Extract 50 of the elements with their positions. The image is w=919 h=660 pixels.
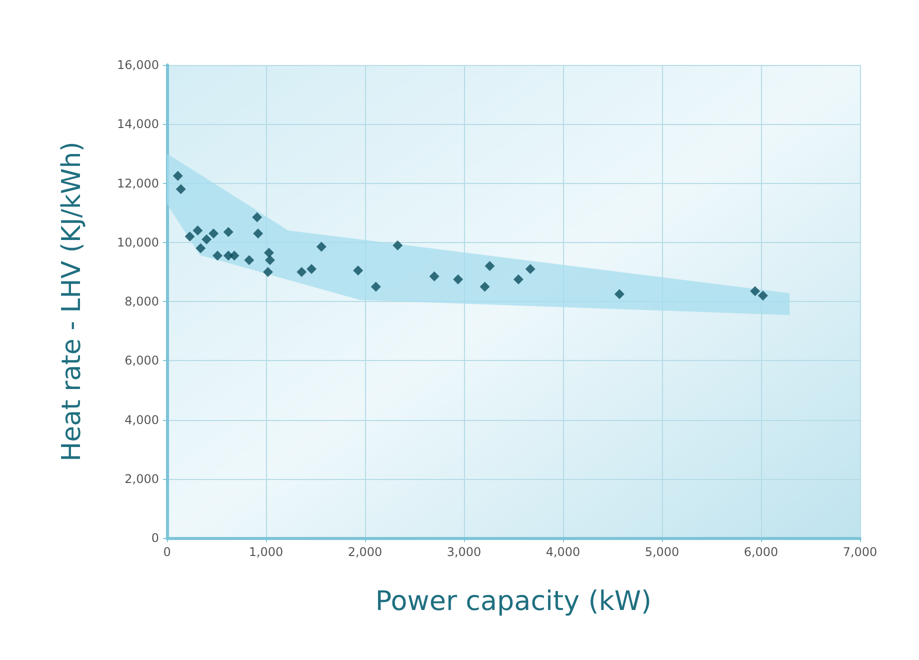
point <box>229 250 240 261</box>
point <box>306 264 317 274</box>
point <box>758 290 768 301</box>
point <box>223 227 234 238</box>
y-tick-label: 10,000 <box>117 235 159 250</box>
point <box>262 266 273 277</box>
point <box>453 274 464 284</box>
point <box>264 248 274 258</box>
point <box>513 274 524 284</box>
point <box>172 170 183 181</box>
point <box>480 282 490 292</box>
point <box>212 250 222 261</box>
point <box>264 255 275 266</box>
x-tick-label: 7,000 <box>842 545 878 559</box>
y-tick-label: 2,000 <box>124 472 159 486</box>
y-tick-label: 8,000 <box>124 294 159 308</box>
point <box>750 286 760 296</box>
point <box>296 266 307 277</box>
x-tick-label: 3,000 <box>446 545 482 559</box>
point <box>316 242 326 252</box>
point <box>184 231 195 242</box>
point <box>208 228 219 239</box>
y-tick-label: 14,000 <box>117 117 159 132</box>
point <box>353 265 364 276</box>
y-tick-label: 12,000 <box>117 176 159 190</box>
point <box>614 289 624 300</box>
y-tick-label: 0 <box>151 531 159 545</box>
point <box>192 226 203 236</box>
point <box>176 184 186 194</box>
x-tick-label: 2,000 <box>348 545 382 559</box>
point <box>525 264 536 274</box>
x-tick-label: 5,000 <box>644 545 680 559</box>
point <box>253 228 264 239</box>
x-tick-label: 6,000 <box>744 545 778 559</box>
x-tick-label: 0 <box>163 545 171 559</box>
point <box>429 271 440 282</box>
point <box>252 212 262 222</box>
point <box>244 255 254 266</box>
y-axis-title: Heat rate - LHV (KJ/kWh) <box>57 142 87 462</box>
y-tick-label: 6,000 <box>124 354 159 368</box>
point <box>202 234 212 244</box>
point <box>370 282 381 292</box>
x-tick-label: 1,000 <box>248 545 284 559</box>
x-tick-label: 4,000 <box>546 545 580 559</box>
point <box>392 240 403 250</box>
point <box>484 261 495 272</box>
point <box>196 243 206 254</box>
x-axis-title: Power capacity (kW) <box>375 586 652 617</box>
y-tick-label: 16,000 <box>117 58 159 72</box>
y-tick-label: 4,000 <box>124 412 159 427</box>
